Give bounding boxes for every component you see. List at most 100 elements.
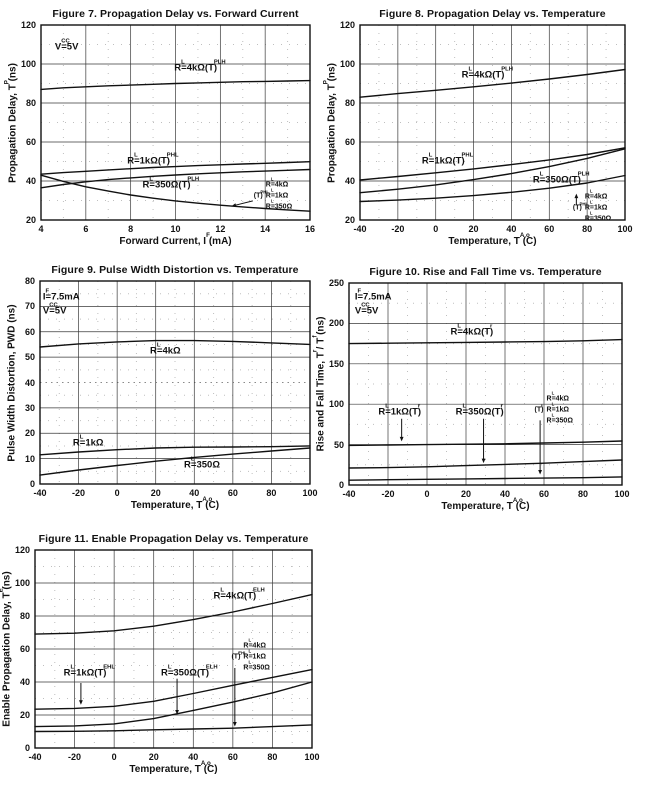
figure-10-y-tick: 150: [328, 358, 344, 369]
figure-8-curve-RL-1k-TPHL: [359, 147, 626, 181]
figure-10-x-tick: 80: [577, 489, 589, 499]
figure-11-x-tick: 60: [227, 752, 238, 762]
figure-9-x-tick: 0: [114, 488, 120, 498]
figure-9-curve-RL-350: [39, 447, 311, 476]
figure-10-x-tick: 0: [424, 489, 430, 499]
figure-8-x-tick: -20: [391, 224, 405, 234]
figure-9-curve-RL-4k: [39, 339, 311, 348]
figure-8-y-tick: 100: [339, 59, 355, 69]
figure-8-label-RL-350-TPLH: R L =350Ω(T PLH): [532, 171, 590, 186]
figure-11-annotation-arrow-0: [79, 700, 83, 705]
figure-9-label-RL-4k: R L =4kΩ: [150, 342, 181, 357]
figure-10-legend-lines: R L =4kΩ R L =1kΩ R L =350Ω: [546, 390, 573, 426]
figure-10-curve-Tf-all-loads: [348, 476, 623, 481]
figure-8-x-tick: 60: [544, 224, 555, 234]
figure-7-legend-paren: (T PHL): [253, 189, 270, 200]
figure-8-legend-line-0: R L =4kΩ: [584, 188, 608, 201]
figure-7-y-tick: 20: [25, 215, 36, 225]
figure-9-y-tick: 0: [29, 479, 35, 489]
figure-8-x-tick: 80: [582, 224, 593, 234]
figure-11-legend-group: (T EHL) R L =4kΩ R L =1kΩ R L =350Ω: [231, 637, 269, 674]
figure-7-legend-lines: R L =4kΩ R L =1kΩ R L =350Ω: [265, 177, 293, 212]
figure-10-legend-line-1: R L =1kΩ: [546, 401, 570, 414]
figure-7-y-tick: 100: [20, 59, 36, 69]
figure-10-legend-line-2: R L =350Ω: [546, 412, 573, 425]
figure-7-x-tick: 4: [38, 224, 44, 234]
figure-11-y-tick: 40: [19, 677, 30, 687]
figure-11-y-tick: 120: [14, 545, 30, 555]
figure-11-legend-paren: (T EHL): [231, 650, 247, 661]
figure-8-legend-paren: (T PHL): [572, 201, 589, 212]
figure-7-x-tick: 8: [128, 224, 134, 234]
figure-8-y-tick: 60: [344, 137, 355, 147]
figure-7-label-RL-4k-TPLH: R L =4kΩ(T PLH): [174, 59, 226, 74]
figure-8-y-tick: 80: [344, 98, 355, 108]
figure-9-x-tick: 60: [227, 488, 238, 498]
figure-9-title: Figure 9. Pulse Width Distortion vs. Tem…: [51, 264, 299, 276]
figure-11-label-RL-350-TELH: R L =350Ω(T ELH): [160, 664, 218, 679]
figure-11-y-tick: 60: [19, 644, 30, 654]
figure-7-y-tick: 60: [25, 137, 36, 147]
figure-8-legend-lines: R L =4kΩ R L =1kΩ R L =350Ω: [584, 188, 612, 225]
figure-11-y-tick: 100: [14, 578, 30, 588]
figure-11-title: Figure 11. Enable Propagation Delay vs. …: [38, 533, 309, 545]
figure-10-curve-RL-4k-Tr: [348, 338, 623, 345]
figure-8-legend-line-2: R L =350Ω: [584, 210, 612, 223]
figure-11-annotation-arrow-1: [175, 710, 179, 715]
figure-10-x-tick: 40: [499, 489, 511, 499]
figure-9-curve-RL-1k: [39, 445, 311, 456]
figure-10-legend-line-0: R L =4kΩ: [546, 390, 570, 403]
figure-9-label-RL-350: R L =350Ω: [184, 456, 220, 471]
figure-11-x-tick: 100: [304, 752, 320, 762]
figure-10-y-tick: 250: [328, 278, 344, 288]
figure-10-annotation-arrow-1: [481, 458, 486, 464]
figure-11-legend-line-1: R L =1kΩ: [243, 648, 266, 661]
figure-8-curve-RL-350-TPLH: [359, 148, 626, 194]
figure-11-label-RL-4k-TELH: R L =4kΩ(T ELH): [213, 587, 265, 602]
figure-8-legend-group: (T PHL) R L =4kΩ R L =1kΩ R L =350Ω: [572, 188, 612, 225]
figure-11-curve-RL-350-TELH: [34, 681, 313, 728]
figure-11-curve-RL-1k-TEHL: [34, 668, 313, 710]
figure-11-plot-area: [34, 549, 313, 749]
figure-11-legend-lines: R L =4kΩ R L =1kΩ R L =350Ω: [243, 637, 269, 674]
figure-10-annotation-arrow-2: [538, 469, 542, 475]
figure-11-legend-line-0: R L =4kΩ: [243, 637, 266, 650]
figure-11-x-tick: 0: [111, 752, 117, 762]
figure-8-x-tick: 20: [468, 224, 479, 234]
figure-7-note-0: V CC =5V: [54, 38, 79, 53]
figure-9-y-tick: 50: [24, 352, 35, 363]
figure-9-plot-area: [39, 280, 311, 485]
figure-10-x-tick: 60: [538, 489, 550, 499]
figure-9-x-tick: -40: [33, 488, 47, 498]
figure-9-y-tick: 10: [24, 453, 35, 464]
figure-7-curve-RL-1k-TPHL: [40, 160, 311, 175]
figure-8-x-tick: 0: [433, 224, 439, 234]
figure-8-curve-RL-4k-TPLH: [359, 68, 626, 98]
figure-9-label-RL-1k: R L =1kΩ: [72, 434, 104, 449]
figure-9-y-tick: 40: [24, 377, 35, 388]
figure-8-x-tick: -40: [353, 224, 367, 234]
figure-10-label-RL-350-Tr: R L =350Ω(T r): [455, 403, 504, 418]
figure-7-legend-group: (T PHL) R L =4kΩ R L =1kΩ R L =350Ω: [253, 177, 293, 212]
figure-11-label-RL-1k-TEHL: R L =1kΩ(T EHL): [63, 664, 115, 679]
figure-11-x-tick: 80: [267, 752, 278, 762]
figure-9-y-tick: 60: [24, 326, 35, 337]
figure-8-label-RL-1k-TPHL: R L =1kΩ(T PHL): [421, 152, 474, 167]
figure-9-note-0: I F =7.5mA: [42, 288, 80, 303]
figure-7-x-tick: 14: [260, 224, 271, 234]
figure-11-annotation-arrow-2: [232, 722, 237, 727]
figure-8-annotation-arrow-0: [574, 193, 579, 199]
figure-7-plot-area: [40, 24, 311, 221]
figure-9-y-tick: 70: [24, 301, 35, 312]
figure-10-x-tick: 100: [614, 489, 630, 499]
figure-8-x-tick: 100: [617, 224, 633, 234]
figure-9-x-tick: 20: [150, 488, 161, 498]
figure-7-legend-line-2: R L =350Ω: [265, 198, 293, 211]
